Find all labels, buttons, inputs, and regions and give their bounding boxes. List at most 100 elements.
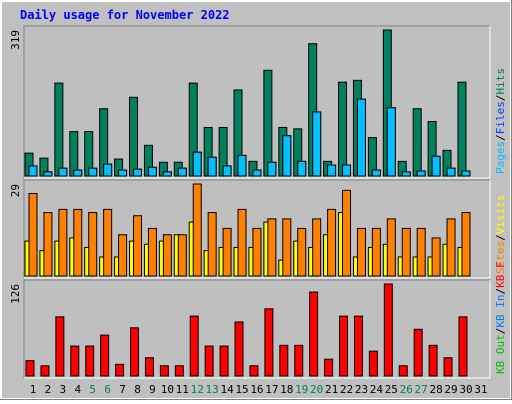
bar <box>371 169 381 177</box>
bar <box>356 98 366 177</box>
bar <box>294 344 304 377</box>
bar <box>297 227 307 277</box>
bar <box>147 166 157 177</box>
bar <box>428 344 438 377</box>
bar <box>457 81 467 177</box>
legend-entry: KB In <box>494 295 507 328</box>
bar <box>25 360 35 377</box>
bar <box>73 208 83 277</box>
bar <box>133 168 143 177</box>
bar <box>43 171 53 177</box>
legend: Pages/Files/Hits <box>494 68 507 174</box>
bar <box>327 208 337 277</box>
bar <box>416 170 426 177</box>
bar <box>189 315 199 377</box>
x-tick-label: 2 <box>45 383 52 396</box>
bar <box>431 237 441 277</box>
bar <box>54 82 64 177</box>
bar <box>207 156 217 177</box>
bar <box>252 169 262 177</box>
x-tick-label: 29 <box>444 383 457 396</box>
bar <box>252 227 262 277</box>
bar <box>398 365 408 377</box>
panel-edge <box>24 26 491 179</box>
legend-entry: KB F <box>494 261 507 288</box>
legend-separator: / <box>494 234 507 241</box>
x-tick-label: 26 <box>400 383 413 396</box>
y-tick-label: 319 <box>9 30 22 50</box>
bar <box>69 131 79 177</box>
bar <box>207 212 217 277</box>
x-tick-label: 12 <box>191 383 204 396</box>
bar <box>446 218 456 277</box>
x-tick-label: 8 <box>134 383 141 396</box>
bar <box>103 208 113 277</box>
bar <box>85 345 95 377</box>
x-tick-label: 28 <box>429 383 442 396</box>
bar <box>401 171 411 177</box>
bar <box>43 212 53 277</box>
x-tick-label: 4 <box>74 383 81 396</box>
bar <box>219 345 229 377</box>
bar <box>371 227 381 277</box>
x-tick-label: 20 <box>310 383 323 396</box>
x-tick-label: 10 <box>161 383 174 396</box>
bar <box>28 193 38 277</box>
legend-entry: Pages <box>494 141 507 174</box>
x-tick-label: 19 <box>295 383 308 396</box>
legend-separator: / <box>494 288 507 295</box>
panel-edge <box>23 279 490 378</box>
bar <box>118 234 128 277</box>
bar <box>192 183 202 277</box>
x-tick-label: 21 <box>325 383 338 396</box>
bar <box>263 69 273 177</box>
bar <box>461 212 471 277</box>
bar <box>130 327 140 377</box>
bar <box>115 363 125 377</box>
bar <box>40 365 50 377</box>
bar <box>431 155 441 177</box>
bar <box>100 334 110 377</box>
x-tick-label: 3 <box>60 383 67 396</box>
bar <box>324 358 334 377</box>
bar <box>73 169 83 177</box>
legend-separator: / <box>494 95 507 102</box>
bar <box>204 345 214 377</box>
bar <box>267 161 277 177</box>
bar <box>129 96 139 177</box>
x-tick-label: 13 <box>206 383 219 396</box>
bar <box>237 154 247 177</box>
bar <box>297 160 307 177</box>
bar <box>356 227 366 277</box>
bar <box>312 218 322 277</box>
bar <box>416 227 426 277</box>
bar <box>368 350 378 377</box>
bar <box>159 365 169 377</box>
bar <box>386 218 396 277</box>
x-tick-label: 16 <box>250 383 263 396</box>
x-tick-label: 22 <box>340 383 353 396</box>
bar <box>162 171 172 177</box>
x-tick-label: 31 <box>474 383 487 396</box>
y-tick-label: 126 <box>9 284 22 304</box>
bar <box>174 365 184 377</box>
bar <box>282 135 292 177</box>
x-tick-label: 30 <box>459 383 472 396</box>
x-tick-label: 1 <box>30 383 37 396</box>
bar <box>339 315 349 377</box>
legend-entry: Visits <box>494 195 507 235</box>
bar <box>147 227 157 277</box>
bar <box>443 357 453 377</box>
bar <box>282 218 292 277</box>
chart-title: Daily usage for November 2022 <box>20 8 230 22</box>
bar <box>279 344 289 377</box>
legend-separator: / <box>494 328 507 335</box>
legend-entry: Files <box>494 101 507 134</box>
bar <box>58 167 68 177</box>
bar <box>342 189 352 277</box>
x-tick-label: 7 <box>119 383 126 396</box>
bar <box>177 234 187 277</box>
bar <box>249 365 259 377</box>
x-tick-label: 25 <box>385 383 398 396</box>
